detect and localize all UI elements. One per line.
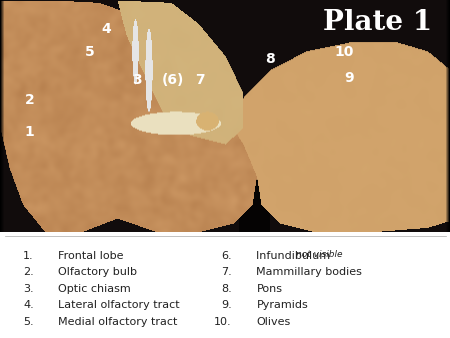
Text: 7: 7 [195,73,205,87]
Text: 9.: 9. [221,300,232,310]
Text: Pons: Pons [256,284,283,294]
Text: 1.: 1. [23,251,34,261]
Text: Pyramids: Pyramids [256,300,308,310]
Text: 4.: 4. [23,300,34,310]
Text: 2.: 2. [23,267,34,277]
Text: Medial olfactory tract: Medial olfactory tract [58,317,178,327]
Text: Mammillary bodies: Mammillary bodies [256,267,362,277]
Text: 2: 2 [24,93,34,106]
Text: 4: 4 [101,22,111,36]
Text: 5.: 5. [23,317,34,327]
Text: 6.: 6. [221,251,232,261]
Text: 1: 1 [24,125,34,139]
Text: 8: 8 [265,52,275,66]
Text: 7.: 7. [221,267,232,277]
Text: Optic chiasm: Optic chiasm [58,284,131,294]
Text: Olfactory bulb: Olfactory bulb [58,267,138,277]
Text: Plate 1: Plate 1 [323,9,432,36]
Text: 10: 10 [334,45,354,59]
Text: not visible: not visible [296,250,343,259]
Text: 10.: 10. [214,317,232,327]
Text: (6): (6) [162,73,184,87]
Text: Lateral olfactory tract: Lateral olfactory tract [58,300,180,310]
Text: 3.: 3. [23,284,34,294]
Text: Olives: Olives [256,317,291,327]
Text: 5: 5 [85,45,95,59]
Text: Frontal lobe: Frontal lobe [58,251,124,261]
Text: 8.: 8. [221,284,232,294]
Text: 9: 9 [344,71,354,84]
Text: 3: 3 [132,73,142,87]
Text: Infundibulum: Infundibulum [256,251,334,261]
